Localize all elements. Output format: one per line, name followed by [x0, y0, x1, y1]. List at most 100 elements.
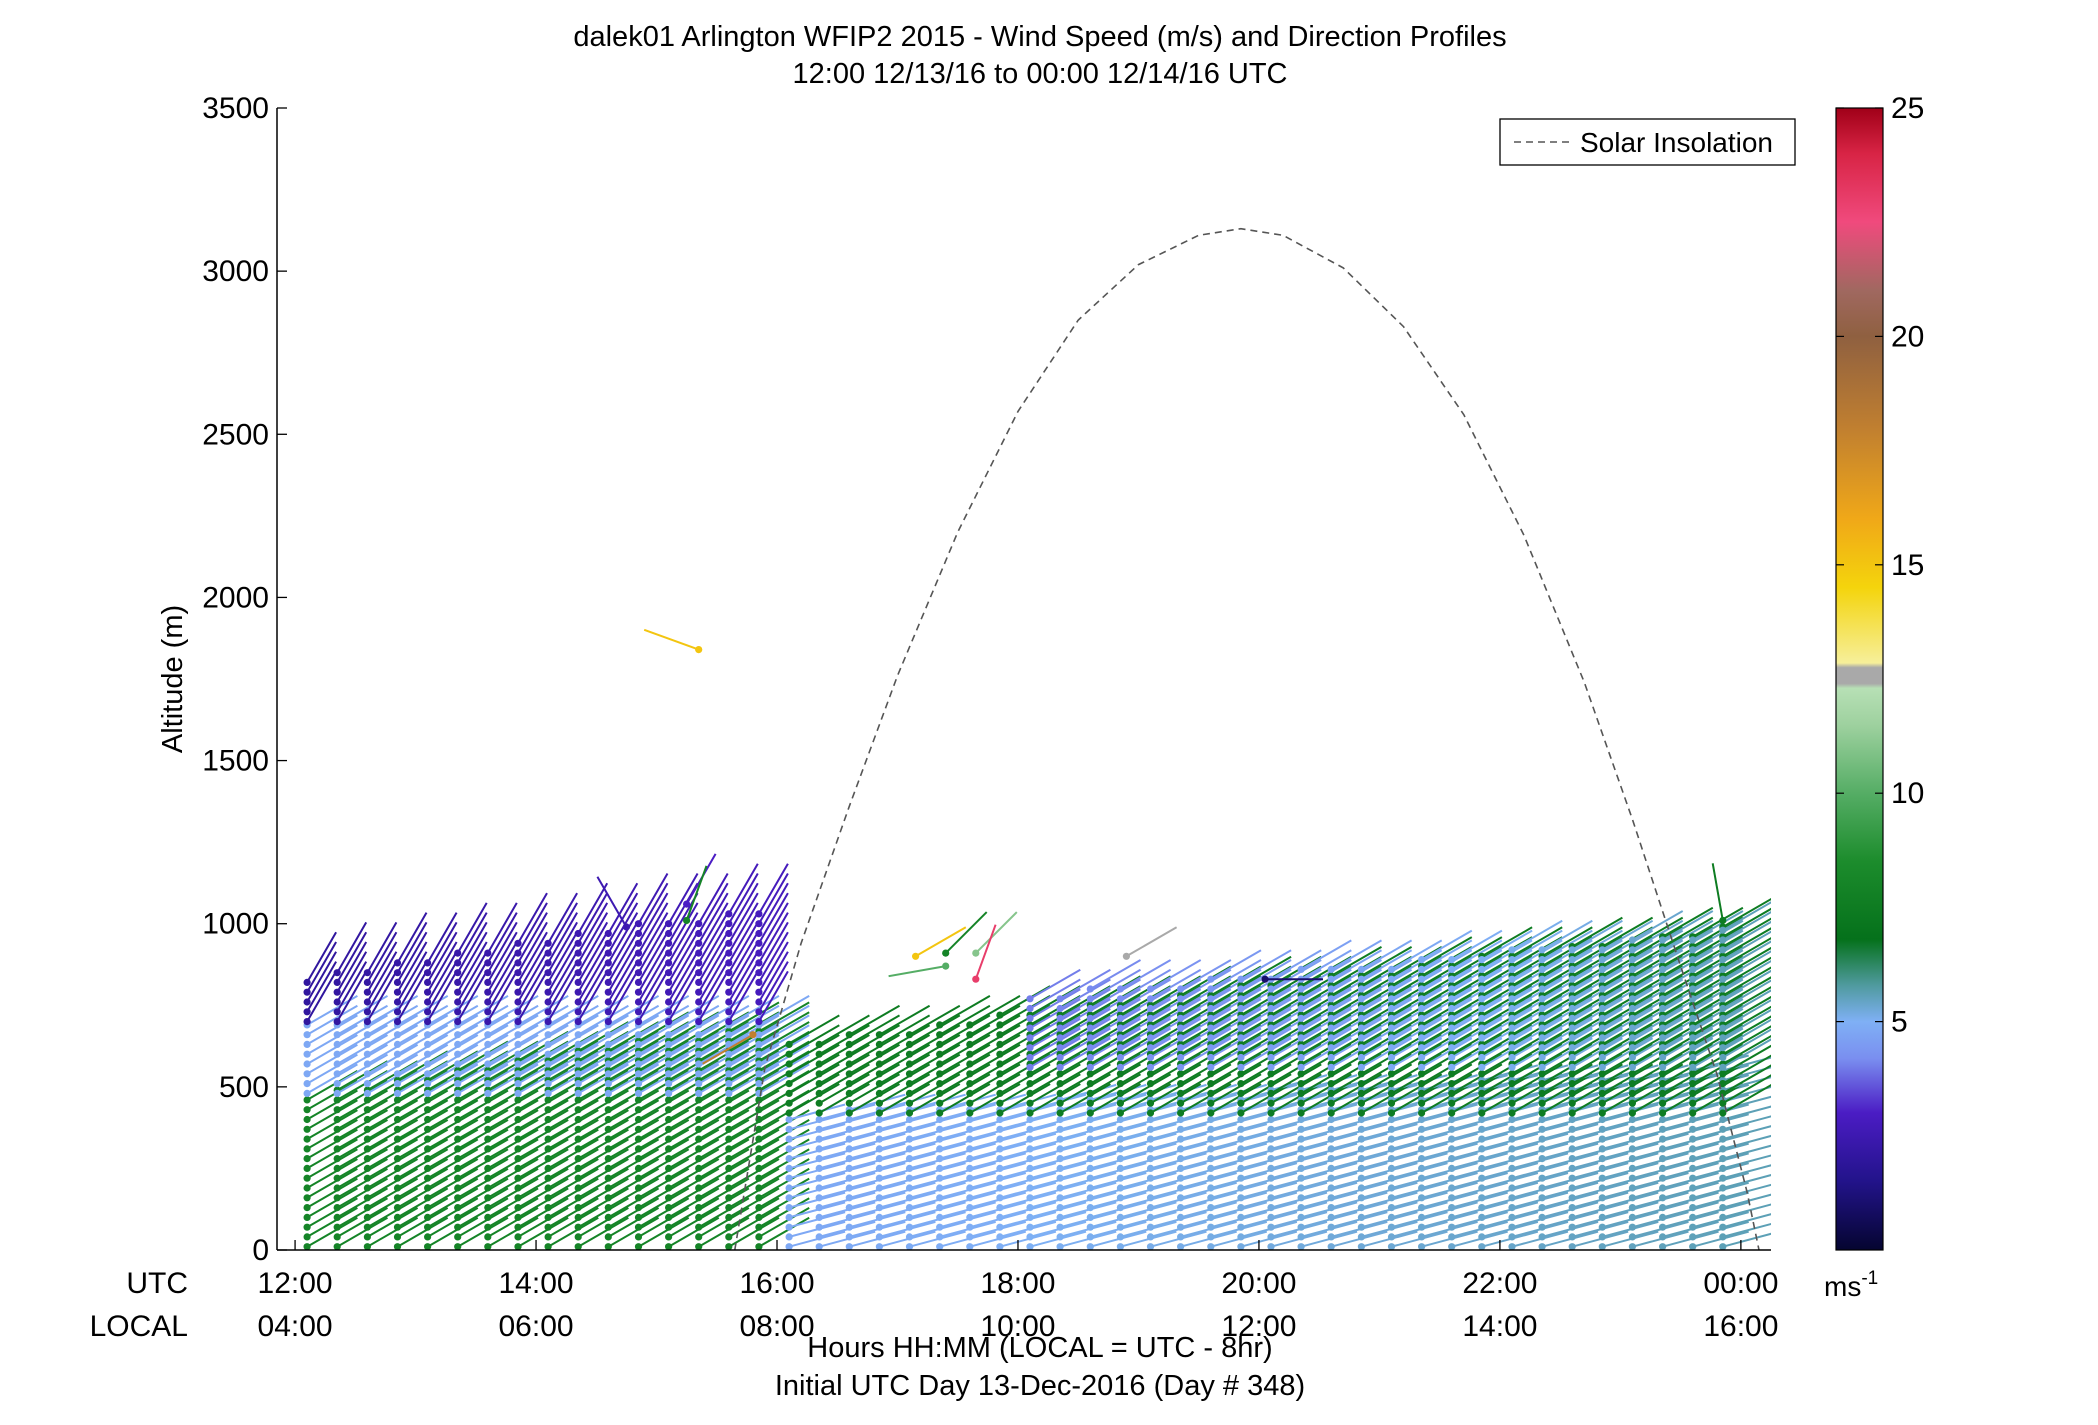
wind-barb-point — [544, 1080, 552, 1088]
wind-barb-point — [1478, 975, 1486, 983]
wind-barb-stem — [788, 1043, 840, 1075]
wind-barb-stem — [1631, 1037, 1684, 1069]
wind-barb-point — [1598, 1070, 1606, 1078]
wind-barb-point — [303, 1018, 311, 1026]
wind-barb-point — [1719, 1243, 1727, 1250]
wind-barb-stem — [1421, 1063, 1473, 1095]
wind-barb-point — [574, 929, 582, 938]
wind-barb-point — [1598, 1099, 1606, 1107]
wind-barb-stem — [366, 1119, 419, 1150]
wind-barb-stem — [306, 951, 337, 1003]
wind-barb-stem — [1421, 929, 1473, 961]
wind-barb-point — [1689, 975, 1697, 983]
wind-barb-stem — [396, 1109, 449, 1140]
wind-barb-stem — [396, 1004, 449, 1036]
wind-barb-stem — [547, 1207, 599, 1238]
wind-barb-point — [996, 1070, 1004, 1078]
wind-barb-point — [634, 1135, 643, 1143]
wind-barb-stem — [698, 1138, 750, 1170]
wind-barb-stem — [727, 882, 759, 935]
wind-barb-point — [1357, 1194, 1365, 1202]
wind-barb-stem — [1059, 1073, 1111, 1105]
wind-barb-point — [514, 1080, 522, 1088]
wind-barb-point — [695, 1164, 703, 1172]
wind-barb-point — [815, 1125, 823, 1133]
wind-barb-point — [905, 1040, 914, 1048]
wind-barb-stem — [878, 1004, 931, 1036]
wind-barb-stem — [1240, 1037, 1292, 1069]
wind-barb-stem — [1601, 1037, 1654, 1069]
wind-barb-stem — [728, 1187, 780, 1219]
wind-barb-point — [363, 1145, 371, 1153]
wind-barb-point — [1478, 1034, 1486, 1042]
wind-barb-point — [966, 1031, 974, 1039]
wind-barb-stem — [607, 921, 639, 974]
wind-barb-point — [514, 1223, 522, 1231]
wind-barb-stem — [727, 941, 759, 993]
wind-barb-point — [363, 1060, 371, 1068]
wind-barb-stem — [366, 961, 398, 1013]
wind-barb-stem — [1481, 998, 1533, 1029]
wind-barb-point — [966, 1213, 974, 1221]
wind-barb-stem — [1722, 950, 1771, 981]
wind-barb-stem — [667, 961, 699, 1013]
wind-barb-stem — [457, 1197, 509, 1229]
wind-barb-point — [1237, 1145, 1245, 1153]
wind-barb-point — [1177, 1125, 1185, 1133]
wind-barb-point — [1026, 1233, 1034, 1241]
wind-barb-point — [363, 1204, 371, 1212]
wind-barb-point — [514, 1040, 522, 1048]
wind-barb-point — [634, 1018, 643, 1026]
wind-barb-stem — [727, 912, 759, 964]
wind-barb-point — [1478, 965, 1486, 974]
wind-barb-stem — [668, 1063, 720, 1095]
wind-barb-point — [1026, 1063, 1034, 1071]
wind-barb-point — [1116, 1099, 1124, 1107]
wind-barb-point — [393, 1115, 402, 1124]
wind-barb-stem — [1421, 978, 1473, 1010]
wind-barb-point — [1418, 1024, 1426, 1032]
wind-barb-stem — [366, 921, 398, 974]
wind-barb-point — [604, 1223, 612, 1231]
wind-barb-stem — [426, 941, 458, 993]
wind-barb-point — [695, 1204, 703, 1212]
wind-barb-stem — [1029, 1063, 1081, 1095]
x-axis-label-2: Initial UTC Day 13-Dec-2016 (Day # 348) — [775, 1370, 1305, 1402]
wind-barb-point — [1357, 1243, 1365, 1250]
wind-barb-stem — [486, 902, 518, 954]
wind-barb-stem — [396, 1216, 449, 1248]
wind-barb-point — [634, 959, 643, 967]
wind-barb-point — [1508, 1155, 1516, 1163]
wind-barb-stem — [1662, 998, 1714, 1029]
wind-barb-point — [544, 1060, 552, 1068]
wind-barb-point — [1628, 1109, 1636, 1117]
wind-barb-point — [665, 1135, 673, 1143]
wind-barb-point — [454, 1184, 462, 1192]
wind-barb-point — [454, 1155, 462, 1163]
wind-barb-point — [1237, 1063, 1245, 1071]
wind-barb-stem — [702, 1033, 754, 1065]
wind-barb-point — [1267, 1115, 1275, 1124]
wind-barb-stem — [577, 1158, 629, 1189]
wind-barb-point — [544, 1106, 552, 1114]
wind-barb-point — [1448, 956, 1456, 964]
wind-barb-point — [845, 1040, 853, 1048]
wind-barb-stem — [607, 1158, 660, 1189]
wind-barb-point — [333, 1243, 341, 1250]
wind-barb-point — [424, 1040, 432, 1048]
wind-barb-point — [574, 1089, 582, 1097]
wind-barb-stem — [366, 941, 398, 993]
wind-barb-stem — [1662, 968, 1714, 1000]
wind-barb-stem — [667, 912, 699, 964]
wind-barb-stem — [1601, 1008, 1654, 1039]
wind-barb-point — [1418, 975, 1426, 983]
wind-barb-point — [1478, 1004, 1486, 1013]
wind-barb-point — [1689, 1109, 1697, 1117]
wind-barb-point — [1327, 1089, 1335, 1097]
wind-barb-stem — [1270, 988, 1322, 1020]
wind-barb-stem — [1390, 949, 1443, 981]
wind-barb-stem — [306, 1014, 358, 1046]
wind-barb-point — [665, 1213, 673, 1221]
wind-barb-point — [1086, 1164, 1094, 1172]
wind-barb-stem — [547, 1148, 599, 1180]
